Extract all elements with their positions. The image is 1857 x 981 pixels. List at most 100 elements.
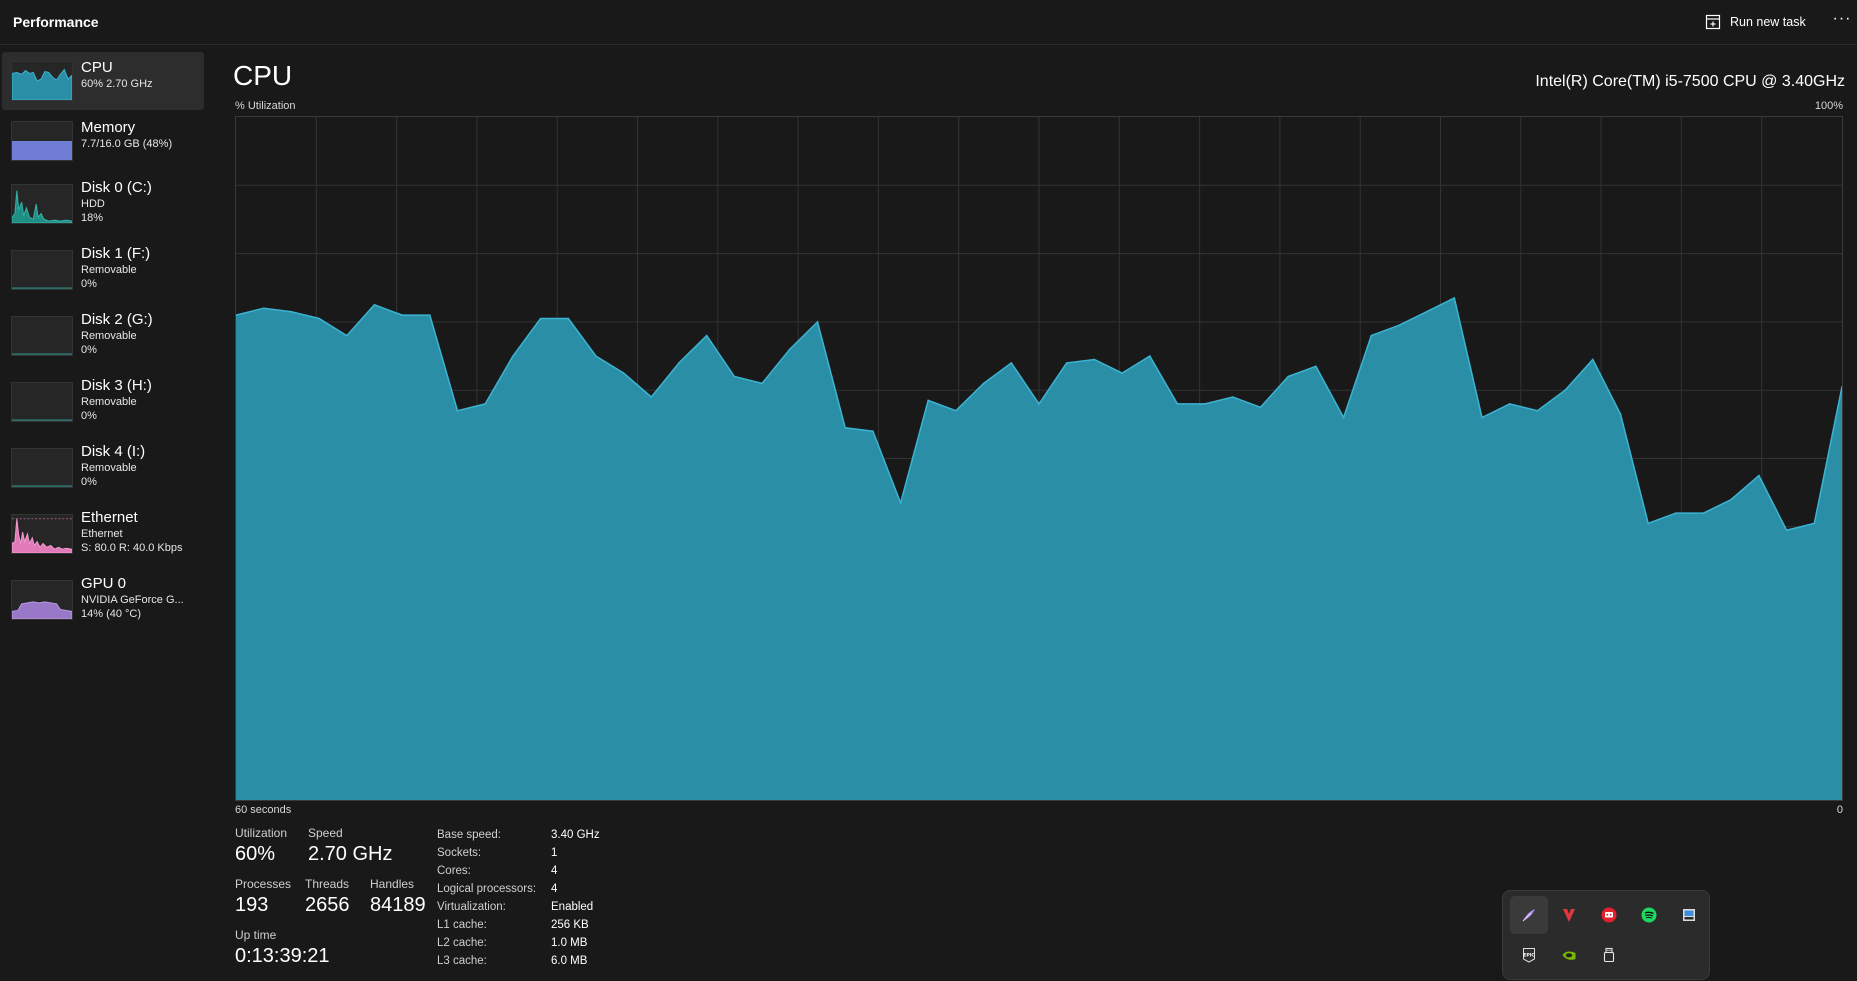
- title-bar: Performance Run new task ···: [0, 0, 1857, 45]
- utilization-point: [816, 321, 819, 323]
- resource-sidebar: CPU 60% 2.70 GHz Memory 7.7/16.0 GB (48%…: [0, 46, 210, 981]
- sidebar-item-memory[interactable]: Memory 7.7/16.0 GB (48%): [2, 112, 204, 170]
- utilization-point: [1204, 403, 1206, 405]
- sidebar-item-detail: HDD: [81, 198, 105, 210]
- more-options-button[interactable]: ···: [1832, 10, 1852, 27]
- utilization-point: [1121, 372, 1123, 374]
- utilization-point: [1342, 416, 1345, 419]
- stat-label: Utilization: [235, 826, 288, 840]
- sidebar-item-detail: 7.7/16.0 GB (48%): [81, 138, 173, 150]
- spec-key: Cores:: [437, 865, 471, 877]
- cpu-utilization-chart: [236, 117, 1842, 800]
- utilization-point: [567, 317, 570, 320]
- sidebar-item-disk-4[interactable]: Disk 4 (I:) Removable 0%: [2, 436, 204, 500]
- utilization-point: [622, 372, 625, 374]
- sidebar-item-disk-3[interactable]: Disk 3 (H:) Removable 0%: [2, 370, 204, 434]
- spec-row: L2 cache: 1.0 MB: [437, 934, 600, 952]
- sidebar-item-detail: NVIDIA GeForce G...: [81, 594, 184, 606]
- disk-3-thumbnail: [11, 382, 73, 422]
- sidebar-item-value: S: 80.0 R: 40.0 Kbps: [81, 542, 183, 554]
- utilization-point: [456, 409, 459, 412]
- spec-key: Sockets:: [437, 847, 482, 859]
- run-task-icon: [1705, 14, 1721, 30]
- page-title: Performance: [13, 14, 99, 30]
- spec-key: L1 cache:: [437, 919, 487, 931]
- spec-key: Base speed:: [437, 829, 501, 841]
- sidebar-item-gpu-0[interactable]: GPU 0 NVIDIA GeForce G... 14% (40 °C): [2, 568, 204, 632]
- y-axis-max-label: 100%: [1814, 100, 1843, 112]
- sidebar-item-value: 0%: [81, 278, 97, 290]
- sidebar-item-ethernet[interactable]: Ethernet Ethernet S: 80.0 R: 40.0 Kbps: [2, 502, 204, 566]
- stat-label: Handles: [370, 877, 415, 891]
- disk-1-thumbnail: [11, 250, 73, 290]
- utilization-point: [705, 334, 708, 337]
- utilization-point: [1702, 512, 1705, 514]
- sidebar-item-disk-1[interactable]: Disk 1 (F:) Removable 0%: [2, 238, 204, 302]
- utilization-point: [1425, 310, 1428, 313]
- spec-key: Virtualization:: [437, 901, 506, 913]
- sidebar-item-value: 0%: [81, 410, 97, 422]
- utilization-point: [1232, 396, 1234, 398]
- utilization-point: [1398, 324, 1400, 327]
- sidebar-item-detail: Removable: [81, 396, 137, 408]
- sidebar-item-cpu[interactable]: CPU 60% 2.70 GHz: [2, 52, 204, 110]
- sidebar-item-detail: Ethernet: [81, 528, 123, 540]
- run-task-label: Run new task: [1730, 15, 1806, 29]
- speed-stat: Speed 2.70 GHz: [308, 826, 392, 866]
- utilization-point: [1093, 358, 1096, 361]
- utilization-point: [1038, 403, 1040, 405]
- epic-games-icon[interactable]: EPIC: [1510, 936, 1548, 974]
- sidebar-item-label: Disk 1 (F:): [81, 245, 151, 262]
- utilization-point: [1813, 522, 1816, 525]
- feather-app-icon[interactable]: [1510, 896, 1548, 934]
- processes-stat: Processes 193: [235, 877, 291, 917]
- section-title: CPU: [233, 60, 293, 91]
- utilization-point: [1259, 406, 1262, 409]
- utilization-point: [1287, 375, 1289, 378]
- uptime-stat: Up time 0:13:39:21: [235, 928, 330, 968]
- sidebar-item-detail: Removable: [81, 462, 137, 474]
- cpu-utilization-graph: [235, 116, 1843, 801]
- sidebar-item-disk-0[interactable]: Disk 0 (C:) HDD 18%: [2, 172, 204, 236]
- window-app-icon[interactable]: [1670, 896, 1708, 934]
- sidebar-item-detail: 60% 2.70 GHz: [81, 78, 153, 90]
- utilization-point: [1370, 334, 1373, 337]
- utilization-point: [1149, 355, 1151, 357]
- utilization-point: [401, 314, 403, 316]
- nvidia-icon[interactable]: [1550, 936, 1588, 974]
- handles-stat: Handles 84189: [370, 877, 426, 917]
- spec-value: 6.0 MB: [551, 955, 588, 967]
- utilization-point: [290, 310, 293, 313]
- utilization-point: [1508, 403, 1511, 405]
- spec-value: 1: [551, 847, 558, 859]
- cpu-model-name: Intel(R) Core(TM) i5-7500 CPU @ 3.40GHz: [1535, 73, 1845, 90]
- spec-key: Logical processors:: [437, 883, 537, 895]
- y-axis-label: % Utilization: [235, 100, 296, 112]
- utilization-point: [650, 396, 653, 398]
- x-axis-left-label: 60 seconds: [235, 804, 292, 816]
- stat-value: 60%: [235, 843, 276, 865]
- utilization-point: [429, 314, 431, 316]
- utilization-point: [1592, 358, 1594, 361]
- stat-label: Up time: [235, 928, 277, 942]
- utilization-point: [236, 314, 237, 316]
- sidebar-item-label: Disk 4 (I:): [81, 443, 146, 460]
- sidebar-item-disk-2[interactable]: Disk 2 (G:) Removable 0%: [2, 304, 204, 368]
- stat-label: Processes: [235, 877, 292, 891]
- utilization-point: [1647, 522, 1649, 525]
- utilization-point: [346, 334, 348, 337]
- run-new-task-button[interactable]: Run new task: [1705, 12, 1806, 32]
- utilization-point: [595, 355, 597, 357]
- disk-2-thumbnail: [11, 316, 73, 356]
- sidebar-item-value: 0%: [81, 476, 97, 488]
- utilization-point: [1536, 409, 1539, 412]
- chat-app-icon[interactable]: [1590, 896, 1628, 934]
- ethernet-thumbnail: [11, 514, 73, 554]
- spotify-icon[interactable]: [1630, 896, 1668, 934]
- usb-drive-icon[interactable]: [1590, 936, 1628, 974]
- memory-thumbnail: [11, 121, 73, 161]
- vivaldi-icon[interactable]: [1550, 896, 1588, 934]
- spec-row: Sockets: 1: [437, 844, 600, 862]
- utilization-point: [1176, 403, 1179, 405]
- sidebar-item-label: Memory: [81, 119, 136, 136]
